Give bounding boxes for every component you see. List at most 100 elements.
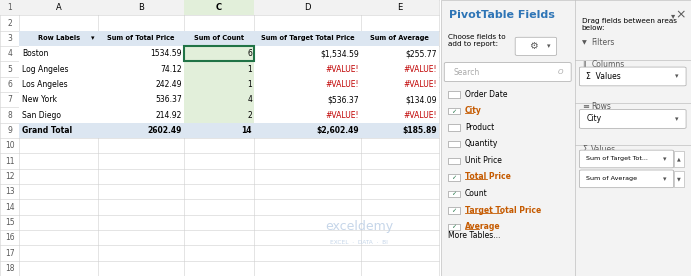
Text: ▾: ▾ <box>671 11 676 20</box>
Text: exceldemy: exceldemy <box>326 220 393 233</box>
Bar <box>20 0 98 15</box>
Bar <box>361 107 439 123</box>
Bar <box>449 108 460 114</box>
Bar <box>449 124 460 131</box>
Text: More Tables...: More Tables... <box>449 232 500 240</box>
Bar <box>184 0 254 15</box>
Bar <box>20 61 98 77</box>
Text: ✓: ✓ <box>452 192 456 197</box>
Text: ✓: ✓ <box>452 208 456 213</box>
Text: ▼: ▼ <box>582 40 587 45</box>
Text: Σ: Σ <box>582 145 587 153</box>
Text: 214.92: 214.92 <box>155 110 182 120</box>
Bar <box>361 61 439 77</box>
Text: ⚙: ⚙ <box>528 41 538 51</box>
Bar <box>98 123 184 138</box>
Text: E: E <box>398 3 402 12</box>
Text: 1: 1 <box>247 80 252 89</box>
Text: $255.77: $255.77 <box>405 49 437 58</box>
Text: C: C <box>216 3 222 12</box>
Bar <box>673 171 684 187</box>
Text: Order Date: Order Date <box>465 90 508 99</box>
FancyBboxPatch shape <box>515 37 557 55</box>
Bar <box>449 91 460 98</box>
Bar <box>98 92 184 107</box>
Text: ▾: ▾ <box>675 73 678 79</box>
FancyBboxPatch shape <box>580 67 686 86</box>
Text: City: City <box>465 106 482 115</box>
Text: #VALUE!: #VALUE! <box>326 65 359 73</box>
Text: Row Labels: Row Labels <box>38 35 80 41</box>
Bar <box>254 46 361 61</box>
Bar <box>361 0 439 15</box>
Bar <box>361 123 439 138</box>
Text: Grand Total: Grand Total <box>22 126 72 135</box>
Text: A: A <box>56 3 62 12</box>
Text: ‖: ‖ <box>582 60 586 68</box>
Text: City: City <box>587 115 601 123</box>
Text: 14: 14 <box>5 203 15 211</box>
Bar <box>184 46 254 61</box>
Text: San Diego: San Diego <box>22 110 61 120</box>
Bar <box>361 92 439 107</box>
Bar <box>254 61 361 77</box>
Text: New York: New York <box>22 95 57 104</box>
Text: Choose fields to
add to report:: Choose fields to add to report: <box>448 33 505 47</box>
Text: Boston: Boston <box>22 49 48 58</box>
Text: Sum of Target Tot...: Sum of Target Tot... <box>586 156 648 161</box>
Bar <box>184 31 254 46</box>
Text: Count: Count <box>465 189 488 198</box>
Bar <box>20 31 98 46</box>
Text: 13: 13 <box>5 187 15 196</box>
Bar <box>361 46 439 61</box>
FancyBboxPatch shape <box>580 110 686 128</box>
Text: 1534.59: 1534.59 <box>150 49 182 58</box>
Text: ✓: ✓ <box>452 109 456 114</box>
Text: ▾: ▾ <box>547 43 550 49</box>
Text: 9: 9 <box>7 126 12 135</box>
Text: 15: 15 <box>5 218 15 227</box>
Text: Total Price: Total Price <box>465 172 511 181</box>
Text: 7: 7 <box>7 95 12 104</box>
Bar <box>449 224 460 230</box>
Text: 2: 2 <box>247 110 252 120</box>
Text: $134.09: $134.09 <box>405 95 437 104</box>
Text: Average: Average <box>465 222 500 231</box>
Bar <box>98 107 184 123</box>
Bar <box>184 92 254 107</box>
Bar <box>98 31 184 46</box>
Bar <box>449 207 460 214</box>
Bar <box>20 107 98 123</box>
Text: Sum of Total Price: Sum of Total Price <box>107 35 175 41</box>
Text: $185.89: $185.89 <box>402 126 437 135</box>
Text: D: D <box>304 3 311 12</box>
Bar <box>449 141 460 147</box>
Text: 2602.49: 2602.49 <box>148 126 182 135</box>
Text: Sum of Target Total Price: Sum of Target Total Price <box>261 35 354 41</box>
Bar <box>449 158 460 164</box>
Text: O: O <box>558 69 564 75</box>
Text: 10: 10 <box>5 141 15 150</box>
Text: Columns: Columns <box>592 60 624 68</box>
Text: 11: 11 <box>5 156 15 166</box>
Bar <box>20 46 98 61</box>
Text: 242.49: 242.49 <box>155 80 182 89</box>
Text: Sum of Average: Sum of Average <box>586 176 637 181</box>
Bar <box>361 77 439 92</box>
Text: ✓: ✓ <box>452 175 456 180</box>
Text: #VALUE!: #VALUE! <box>403 80 437 89</box>
Text: ▲: ▲ <box>677 156 680 161</box>
Bar <box>673 151 684 167</box>
Text: 4: 4 <box>7 49 12 58</box>
Bar <box>98 61 184 77</box>
FancyBboxPatch shape <box>580 150 673 168</box>
Bar <box>98 46 184 61</box>
Text: PivotTable Fields: PivotTable Fields <box>449 10 555 20</box>
Bar <box>449 174 460 181</box>
Text: 8: 8 <box>7 110 12 120</box>
Text: ▾: ▾ <box>662 176 666 182</box>
Text: Product: Product <box>465 123 494 132</box>
Text: ✓: ✓ <box>452 225 456 230</box>
Text: #VALUE!: #VALUE! <box>403 65 437 73</box>
Text: Target Total Price: Target Total Price <box>465 206 541 214</box>
